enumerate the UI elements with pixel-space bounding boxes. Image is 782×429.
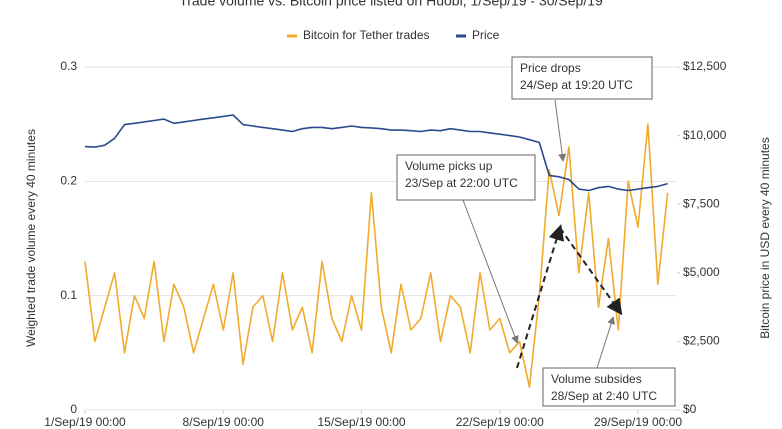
annotation-pointer [554, 99, 567, 162]
annotation-box [511, 56, 653, 100]
y-tick-label: 0.3 [60, 59, 77, 73]
x-tick-label: 1/Sep/19 00:00 [44, 415, 126, 429]
y-tick-label: 0.2 [60, 174, 77, 188]
legend-label: Bitcoin for Tether trades [303, 28, 430, 42]
y2-tick-label: $10,000 [683, 128, 727, 142]
legend: Bitcoin for Tether trades Price [287, 28, 500, 42]
x-tick-label: 29/Sep/19 00:00 [594, 415, 682, 429]
annotation-pointer [462, 199, 519, 344]
annotation-box [396, 154, 536, 201]
annotation-text: 23/Sep at 22:00 UTC [405, 176, 518, 190]
y-tick-label: 0 [70, 402, 77, 416]
x-tick-label: 8/Sep/19 00:00 [183, 415, 265, 429]
annotation-text: 28/Sep at 2:40 UTC [551, 389, 657, 403]
trend-arrow [559, 227, 623, 316]
x-tick-label: 22/Sep/19 00:00 [456, 415, 544, 429]
annotation-box [542, 367, 676, 407]
y2-tick-label: $2,500 [683, 334, 720, 348]
annotation-text: Volume subsides [551, 372, 642, 386]
y2-tick-label: $5,000 [683, 265, 720, 279]
y-axis-title: Weighted trade volume every 40 minutes [24, 129, 38, 347]
y2-tick-label: $0 [683, 402, 697, 416]
annotation-text: Price drops [520, 61, 581, 75]
y2-axis-title: Bitcoin price in USD every 40 minutes [758, 137, 772, 338]
annotation-text: 24/Sep at 19:20 UTC [520, 78, 633, 92]
y-tick-label: 0.1 [60, 288, 77, 302]
y2-tick-label: $7,500 [683, 196, 720, 210]
annotation-pointer [596, 316, 615, 369]
y2-tick-label: $12,500 [683, 59, 727, 73]
annotation-text: Volume picks up [405, 159, 493, 173]
series-line [84, 114, 668, 192]
trend-arrow [516, 224, 565, 369]
legend-label: Price [472, 28, 500, 42]
x-tick-label: 15/Sep/19 00:00 [317, 415, 405, 429]
chart-title: Trade volume vs. Bitcoin price listed on… [179, 0, 603, 9]
series-line [84, 123, 669, 388]
